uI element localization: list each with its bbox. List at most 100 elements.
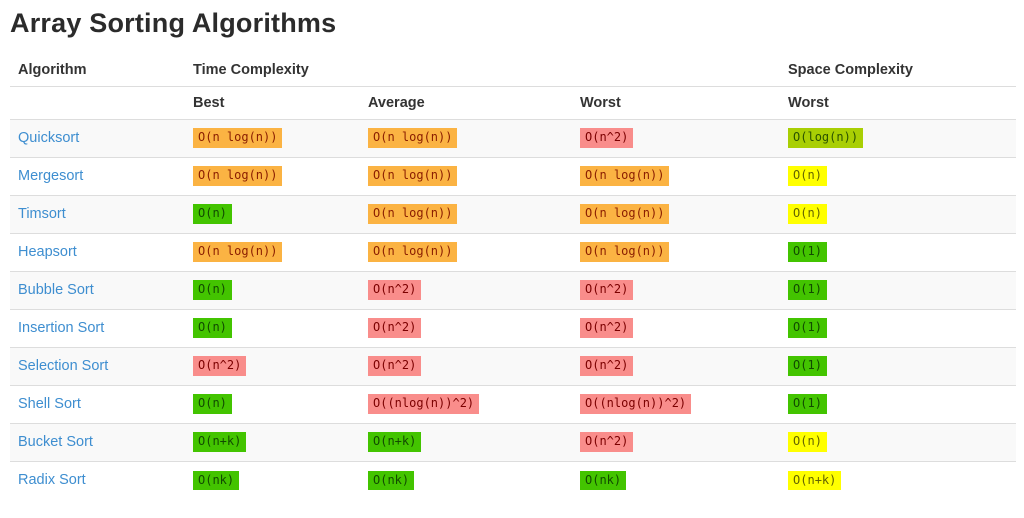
table-row: Selection Sort O(n^2) O(n^2) O(n^2) O(1) — [10, 346, 1016, 386]
average-complexity-badge: O(n^2) — [368, 280, 422, 300]
space-worst-cell: O(n+k) — [780, 460, 1016, 500]
average-complexity-badge: O(n log(n)) — [368, 128, 458, 148]
algorithm-cell: Radix Sort — [10, 460, 185, 500]
algorithm-cell: Quicksort — [10, 119, 185, 157]
space-complexity-badge: O(log(n)) — [788, 128, 864, 148]
algorithm-link[interactable]: Selection Sort — [18, 358, 109, 375]
space-worst-cell: O(1) — [780, 384, 1016, 424]
algorithm-cell: Shell Sort — [10, 384, 185, 424]
col-header-time-complexity: Time Complexity — [185, 53, 781, 87]
best-complexity-badge: O(n log(n)) — [193, 242, 283, 262]
table-row: Bucket Sort O(n+k) O(n+k) O(n^2) O(n) — [10, 422, 1016, 462]
average-cell: O(n log(n)) — [360, 156, 572, 196]
table-body: Quicksort O(n log(n)) O(n log(n)) O(n^2)… — [10, 119, 1016, 500]
table-row: Heapsort O(n log(n)) O(n log(n)) O(n log… — [10, 232, 1016, 272]
algorithm-link[interactable]: Quicksort — [18, 130, 80, 147]
table-row: Quicksort O(n log(n)) O(n log(n)) O(n^2)… — [10, 119, 1016, 158]
best-cell: O(n) — [185, 384, 360, 424]
col-header-space-complexity: Space Complexity — [780, 53, 1016, 87]
space-worst-cell: O(n) — [780, 156, 1016, 196]
algorithm-cell: Timsort — [10, 194, 185, 234]
average-complexity-badge: O(nk) — [368, 470, 415, 491]
algorithm-link[interactable]: Radix Sort — [18, 472, 86, 489]
best-cell: O(n) — [185, 308, 360, 348]
header-group-row: Algorithm Time Complexity Space Complexi… — [10, 53, 1016, 87]
space-complexity-badge: O(n) — [788, 166, 827, 186]
worst-cell: O(n log(n)) — [572, 156, 781, 196]
worst-complexity-badge: O((nlog(n))^2) — [580, 394, 692, 414]
best-complexity-badge: O(n) — [193, 394, 232, 414]
algorithm-link[interactable]: Insertion Sort — [18, 320, 105, 337]
average-cell: O(n^2) — [360, 270, 572, 310]
worst-cell: O(n^2) — [572, 422, 781, 462]
worst-complexity-badge: O(n log(n)) — [580, 242, 670, 262]
space-complexity-badge: O(1) — [788, 242, 827, 262]
best-cell: O(n log(n)) — [185, 232, 360, 272]
worst-cell: O(n log(n)) — [572, 232, 781, 272]
algorithm-link[interactable]: Bucket Sort — [18, 434, 93, 451]
best-complexity-badge: O(n+k) — [193, 432, 247, 452]
col-header-algorithm: Algorithm — [10, 53, 185, 87]
algorithm-cell: Mergesort — [10, 156, 185, 196]
best-cell: O(n) — [185, 194, 360, 234]
subheader-row: Best Average Worst Worst — [10, 86, 1016, 120]
subheader-space-worst: Worst — [780, 86, 1016, 120]
space-worst-cell: O(n) — [780, 422, 1016, 462]
average-cell: O(n log(n)) — [360, 194, 572, 234]
average-complexity-badge: O(n+k) — [368, 432, 422, 452]
algorithm-cell: Selection Sort — [10, 346, 185, 386]
algorithm-link[interactable]: Mergesort — [18, 168, 84, 185]
average-cell: O(n^2) — [360, 308, 572, 348]
worst-complexity-badge: O(nk) — [580, 470, 627, 491]
table-row: Radix Sort O(nk) O(nk) O(nk) O(n+k) — [10, 460, 1016, 500]
space-complexity-badge: O(n) — [788, 204, 827, 224]
space-worst-cell: O(1) — [780, 270, 1016, 310]
subheader-worst: Worst — [572, 86, 781, 120]
space-complexity-badge: O(n+k) — [788, 470, 842, 491]
average-cell: O(nk) — [360, 460, 572, 500]
algorithm-link[interactable]: Bubble Sort — [18, 282, 94, 299]
space-worst-cell: O(1) — [780, 346, 1016, 386]
worst-complexity-badge: O(n^2) — [580, 432, 634, 452]
best-cell: O(n log(n)) — [185, 156, 360, 196]
best-complexity-badge: O(n) — [193, 204, 232, 224]
subheader-empty — [10, 86, 185, 120]
space-complexity-badge: O(1) — [788, 280, 827, 300]
worst-complexity-badge: O(n log(n)) — [580, 166, 670, 186]
space-worst-cell: O(n) — [780, 194, 1016, 234]
best-complexity-badge: O(n^2) — [193, 356, 247, 376]
worst-cell: O(n^2) — [572, 308, 781, 348]
space-complexity-badge: O(n) — [788, 432, 827, 452]
algorithm-link[interactable]: Shell Sort — [18, 396, 81, 413]
worst-cell: O(n^2) — [572, 270, 781, 310]
worst-cell: O(n log(n)) — [572, 194, 781, 234]
page-title: Array Sorting Algorithms — [10, 8, 337, 38]
average-complexity-badge: O(n log(n)) — [368, 242, 458, 262]
table-row: Mergesort O(n log(n)) O(n log(n)) O(n lo… — [10, 156, 1016, 196]
best-complexity-badge: O(nk) — [193, 470, 240, 491]
algorithm-link[interactable]: Timsort — [18, 206, 66, 223]
space-worst-cell: O(1) — [780, 232, 1016, 272]
worst-complexity-badge: O(n log(n)) — [580, 204, 670, 224]
worst-cell: O(n^2) — [572, 346, 781, 386]
average-cell: O(n log(n)) — [360, 119, 572, 157]
space-worst-cell: O(1) — [780, 308, 1016, 348]
algorithm-cell: Heapsort — [10, 232, 185, 272]
subheader-best: Best — [185, 86, 360, 120]
best-cell: O(n+k) — [185, 422, 360, 462]
algorithm-link[interactable]: Heapsort — [18, 244, 77, 261]
worst-complexity-badge: O(n^2) — [580, 318, 634, 338]
average-cell: O(n+k) — [360, 422, 572, 462]
worst-cell: O((nlog(n))^2) — [572, 384, 781, 424]
table-head: Algorithm Time Complexity Space Complexi… — [10, 53, 1016, 120]
algorithm-cell: Insertion Sort — [10, 308, 185, 348]
algorithm-cell: Bubble Sort — [10, 270, 185, 310]
best-cell: O(nk) — [185, 460, 360, 500]
array-sorting-table: Algorithm Time Complexity Space Complexi… — [10, 53, 1016, 500]
average-cell: O(n log(n)) — [360, 232, 572, 272]
average-complexity-badge: O((nlog(n))^2) — [368, 394, 480, 414]
best-complexity-badge: O(n log(n)) — [193, 128, 283, 148]
average-complexity-badge: O(n log(n)) — [368, 166, 458, 186]
best-cell: O(n log(n)) — [185, 119, 360, 157]
